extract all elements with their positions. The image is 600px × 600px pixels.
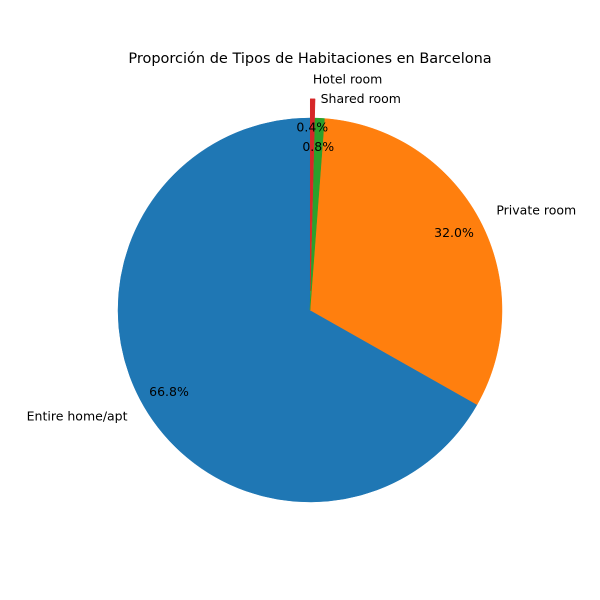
- pie-slices: [117, 98, 503, 503]
- slice-private-room: [309, 118, 503, 405]
- pct-shared-room: 0.8%: [302, 139, 334, 154]
- pct-hotel-room: 0.4%: [296, 120, 328, 135]
- label-private-room: Private room: [496, 203, 576, 218]
- pct-private-room: 32.0%: [434, 225, 474, 240]
- chart-title: Proporción de Tipos de Habitaciones en B…: [128, 51, 491, 67]
- pct-entire-home-apt: 66.8%: [149, 384, 189, 399]
- label-entire-home-apt: Entire home/apt: [27, 408, 128, 423]
- slice-labels: Entire home/apt 66.8% Private room 32.0% Sha…: [27, 72, 577, 424]
- slice-hotel-room: [309, 98, 316, 291]
- slice-entire-home-apt: [117, 117, 478, 503]
- label-hotel-room: Hotel room: [313, 72, 382, 87]
- label-shared-room: Shared room: [321, 91, 401, 106]
